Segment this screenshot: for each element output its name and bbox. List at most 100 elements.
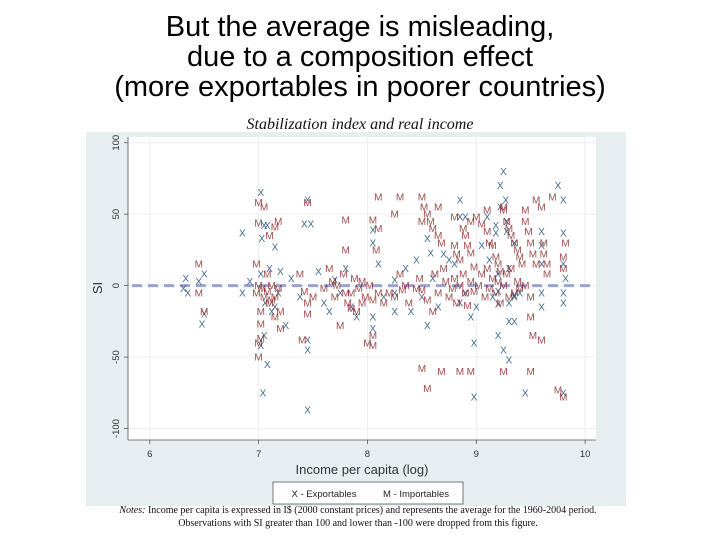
- exportable-point: X: [471, 338, 478, 349]
- importable-point: M: [363, 338, 371, 349]
- importable-point: M: [271, 293, 279, 304]
- importable-point: M: [470, 287, 478, 298]
- exportable-point: X: [555, 181, 562, 192]
- exportable-point: X: [560, 195, 567, 206]
- exportable-point: X: [495, 270, 502, 281]
- importable-point: M: [456, 281, 464, 292]
- importable-point: M: [478, 270, 486, 281]
- exportable-point: X: [370, 238, 377, 249]
- importable-point: M: [303, 298, 311, 309]
- exportable-point: X: [370, 324, 377, 335]
- importable-point: M: [325, 264, 333, 275]
- exportable-point: X: [353, 313, 360, 324]
- exportable-point: X: [257, 188, 264, 199]
- importable-point: M: [328, 277, 336, 288]
- importable-point: M: [437, 238, 445, 249]
- exportable-point: X: [495, 300, 502, 311]
- slide-title-line-1: But the average is misleading,: [165, 11, 555, 43]
- importable-point: M: [350, 274, 358, 285]
- exportable-point: X: [497, 203, 504, 214]
- exportable-point: X: [424, 234, 431, 245]
- importable-point: M: [418, 193, 426, 204]
- importable-point: M: [488, 274, 496, 285]
- exportable-point: X: [516, 288, 523, 299]
- importable-point: M: [257, 307, 265, 318]
- exportable-point: X: [180, 284, 187, 295]
- importable-point: M: [442, 277, 450, 288]
- importable-point: M: [434, 288, 442, 299]
- exportable-point: X: [380, 293, 387, 304]
- importable-point: M: [540, 238, 548, 249]
- importable-point: M: [488, 241, 496, 252]
- importable-point: M: [263, 287, 271, 298]
- importable-point: M: [529, 250, 537, 261]
- y-axis: -100 -50 0 50 100: [111, 135, 129, 440]
- exportable-point: X: [560, 260, 567, 271]
- notes-label: Notes:: [119, 505, 146, 516]
- importable-point: M: [561, 238, 569, 249]
- importable-point: M: [507, 231, 515, 242]
- importable-point: M: [372, 245, 380, 256]
- exportable-point: X: [201, 270, 208, 281]
- importable-point: M: [390, 293, 398, 304]
- importable-point: M: [347, 304, 355, 315]
- importable-point: M: [374, 193, 382, 204]
- importable-point: M: [450, 274, 458, 285]
- slide-title-line-3: (more exportables in poorer countries): [114, 71, 606, 103]
- importable-point: M: [524, 227, 532, 238]
- importable-point: M: [453, 250, 461, 261]
- importable-point: M: [320, 284, 328, 295]
- exportable-point: X: [503, 227, 510, 238]
- importable-point: M: [401, 281, 409, 292]
- exportable-point: X: [201, 310, 208, 321]
- y-tick-label: -50: [111, 350, 122, 364]
- exportable-point: X: [506, 264, 513, 275]
- figure-notes: Notes: Income per capita is expressed in…: [88, 504, 628, 530]
- importable-point: M: [483, 227, 491, 238]
- importable-point: M: [374, 224, 382, 235]
- importable-point: M: [418, 364, 426, 375]
- importable-point: M: [496, 267, 504, 278]
- exportable-point: X: [538, 303, 545, 314]
- importable-point: M: [505, 293, 513, 304]
- importable-point: M: [365, 281, 373, 292]
- importable-point: M: [527, 238, 535, 249]
- x-tick-label: 8: [365, 449, 370, 460]
- exportable-point: X: [502, 195, 509, 206]
- importable-point: M: [527, 293, 535, 304]
- exportable-point: X: [429, 274, 436, 285]
- exportable-point: X: [315, 267, 322, 278]
- importable-point: M: [300, 287, 308, 298]
- exportable-point: X: [391, 288, 398, 299]
- exportable-point: X: [511, 317, 518, 328]
- importable-point: M: [344, 298, 352, 309]
- importable-point: M: [369, 341, 377, 352]
- importable-point: M: [521, 205, 529, 216]
- importable-point: M: [358, 298, 366, 309]
- exportable-point: X: [457, 195, 464, 206]
- exportable-point: X: [264, 360, 271, 371]
- importable-point: M: [369, 215, 377, 226]
- x-tick-label: 6: [147, 449, 152, 460]
- importable-point: M: [431, 270, 439, 281]
- exportable-point: X: [257, 270, 264, 281]
- importable-point: M: [467, 367, 475, 378]
- importable-point: M: [254, 281, 262, 292]
- exportable-point: X: [264, 221, 271, 232]
- importable-point: M: [434, 231, 442, 242]
- exportable-point: X: [304, 195, 311, 206]
- importable-point: M: [418, 285, 426, 296]
- importable-point: M: [492, 253, 500, 264]
- importable-point: M: [396, 193, 404, 204]
- importable-point: M: [374, 288, 382, 299]
- importable-point: M: [200, 307, 208, 318]
- exportable-point: X: [272, 243, 279, 254]
- importable-point: M: [532, 260, 540, 271]
- exportable-point: X: [500, 345, 507, 356]
- importable-point: M: [339, 270, 347, 281]
- importable-point: M: [276, 307, 284, 318]
- importable-point: M: [450, 213, 458, 224]
- importable-point: M: [513, 277, 521, 288]
- exportable-point: X: [261, 331, 268, 342]
